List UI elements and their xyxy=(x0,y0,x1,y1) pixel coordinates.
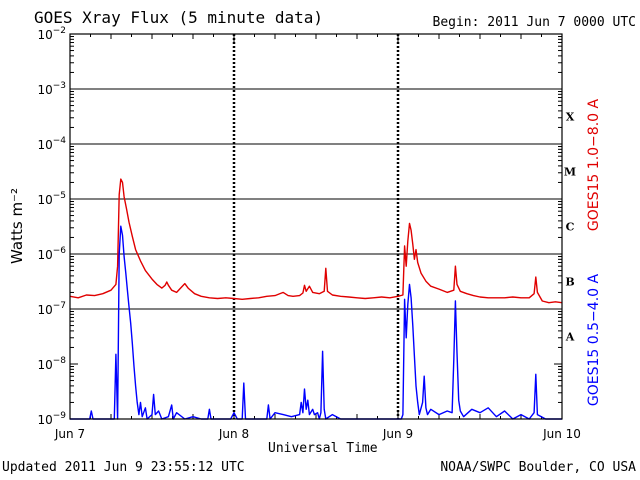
y-tick-label: 10−3 xyxy=(37,81,66,97)
x-axis-label: Universal Time xyxy=(268,441,378,456)
begin-time: Begin: 2011 Jun 7 0000 UTC xyxy=(432,15,637,30)
updated-timestamp: Updated 2011 Jun 9 23:55:12 UTC xyxy=(2,460,245,475)
flare-class-label: X xyxy=(566,111,575,124)
chart-title: GOES Xray Flux (5 minute data) xyxy=(34,8,323,27)
y-tick-label: 10−7 xyxy=(37,301,66,317)
flare-class-label: C xyxy=(566,221,575,234)
y-tick-label: 10−6 xyxy=(37,246,66,262)
y-tick-label: 10−5 xyxy=(37,191,66,207)
source-credit: NOAA/SWPC Boulder, CO USA xyxy=(440,460,636,475)
y-tick-label: 10−9 xyxy=(37,411,66,427)
x-tick-label: Jun 10 xyxy=(542,427,581,441)
flare-class-label: A xyxy=(565,331,575,344)
x-tick-label: Jun 7 xyxy=(54,427,85,441)
legend-short-channel: GOES15 0.5−4.0 A xyxy=(586,274,602,407)
legend-long-channel: GOES15 1.0−8.0 A xyxy=(586,99,602,232)
flare-class-label: M xyxy=(564,166,576,179)
x-tick-label: Jun 8 xyxy=(218,427,249,441)
y-axis-label: Watts m⁻² xyxy=(8,188,26,264)
flare-class-label: B xyxy=(565,276,574,289)
x-tick-label: Jun 9 xyxy=(382,427,413,441)
y-tick-label: 10−8 xyxy=(37,356,66,372)
plot-frame xyxy=(69,33,563,420)
y-tick-label: 10−2 xyxy=(37,26,66,42)
series-line-long xyxy=(69,178,563,304)
y-tick-label: 10−4 xyxy=(37,136,66,152)
series-line-short xyxy=(70,225,562,420)
